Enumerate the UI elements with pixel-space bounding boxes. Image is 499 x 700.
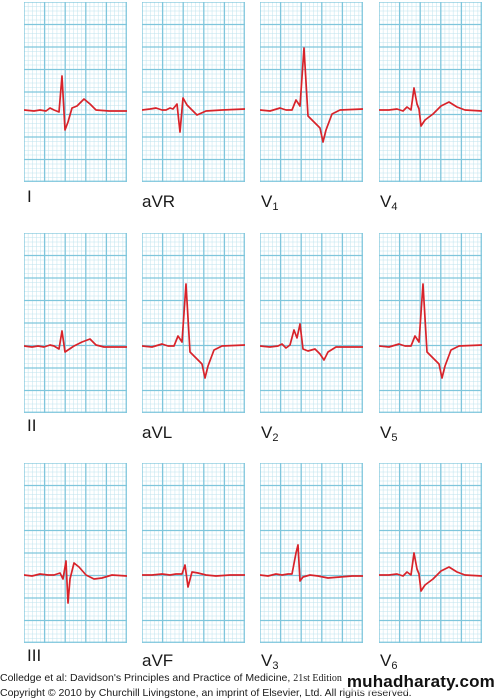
ecg-grid-svg bbox=[260, 463, 363, 643]
ecg-grid-svg bbox=[379, 2, 482, 182]
ecg-grid-svg bbox=[24, 233, 127, 413]
lead-label-aVF: aVF bbox=[142, 651, 174, 670]
ecg-panel-lead-I bbox=[24, 2, 127, 182]
ecg-grid-svg bbox=[379, 233, 482, 413]
ecg-trace-V4 bbox=[379, 87, 482, 127]
ecg-panel-lead-aVR bbox=[142, 2, 245, 182]
ecg-grid-svg bbox=[260, 2, 363, 182]
ecg-panel-lead-V5 bbox=[379, 233, 482, 413]
ecg-grid-svg bbox=[24, 2, 127, 182]
lead-label-V5: V5 bbox=[380, 423, 398, 444]
lead-label-V1: V1 bbox=[261, 192, 279, 213]
ecg-grid-svg bbox=[24, 463, 127, 643]
ecg-grid-svg bbox=[260, 233, 363, 413]
ecg-panel-lead-V4 bbox=[379, 2, 482, 182]
ecg-trace-II bbox=[24, 330, 127, 353]
ecg-panel-lead-II bbox=[24, 233, 127, 413]
watermark-text: muhadharaty.com bbox=[344, 672, 497, 692]
ecg-grid-svg bbox=[379, 463, 482, 643]
ecg-trace-V5 bbox=[379, 283, 482, 379]
ecg-trace-III bbox=[24, 560, 127, 604]
ecg-trace-V3 bbox=[260, 544, 363, 582]
lead-label-aVL: aVL bbox=[142, 423, 173, 442]
citation-text: Colledge et al: Davidson's Principles an… bbox=[0, 672, 291, 684]
lead-label-V2: V2 bbox=[261, 423, 279, 444]
ecg-grid-svg bbox=[142, 2, 245, 182]
figure-citation: Colledge et al: Davidson's Principles an… bbox=[0, 673, 499, 684]
ecg-trace-aVR bbox=[142, 97, 245, 133]
ecg-panel-lead-aVL bbox=[142, 233, 245, 413]
edition-text: 21st Edition bbox=[293, 673, 342, 684]
ecg-panel-lead-V1 bbox=[260, 2, 363, 182]
ecg-trace-V1 bbox=[260, 47, 363, 143]
lead-label-aVR: aVR bbox=[142, 192, 176, 211]
ecg-panel-lead-aVF bbox=[142, 463, 245, 643]
ecg-trace-aVL bbox=[142, 283, 245, 379]
lead-label-V6: V6 bbox=[380, 651, 398, 672]
copyright-notice: Copyright © 2010 by Churchill Livingston… bbox=[0, 687, 412, 699]
lead-label-I: I bbox=[27, 187, 32, 206]
ecg-panel-lead-V6 bbox=[379, 463, 482, 643]
ecg-panel-lead-III bbox=[24, 463, 127, 643]
lead-label-V3: V3 bbox=[261, 651, 279, 672]
ecg-grid-svg bbox=[142, 463, 245, 643]
lead-label-III: III bbox=[27, 646, 42, 665]
ecg-trace-aVF bbox=[142, 564, 245, 588]
ecg-trace-I bbox=[24, 75, 127, 131]
ecg-trace-V2 bbox=[260, 323, 363, 361]
ecg-panel-lead-V2 bbox=[260, 233, 363, 413]
lead-label-II: II bbox=[27, 416, 37, 435]
lead-label-V4: V4 bbox=[380, 192, 398, 213]
ecg-panel-lead-V3 bbox=[260, 463, 363, 643]
ecg-grid-svg bbox=[142, 233, 245, 413]
ecg-trace-V6 bbox=[379, 552, 482, 592]
